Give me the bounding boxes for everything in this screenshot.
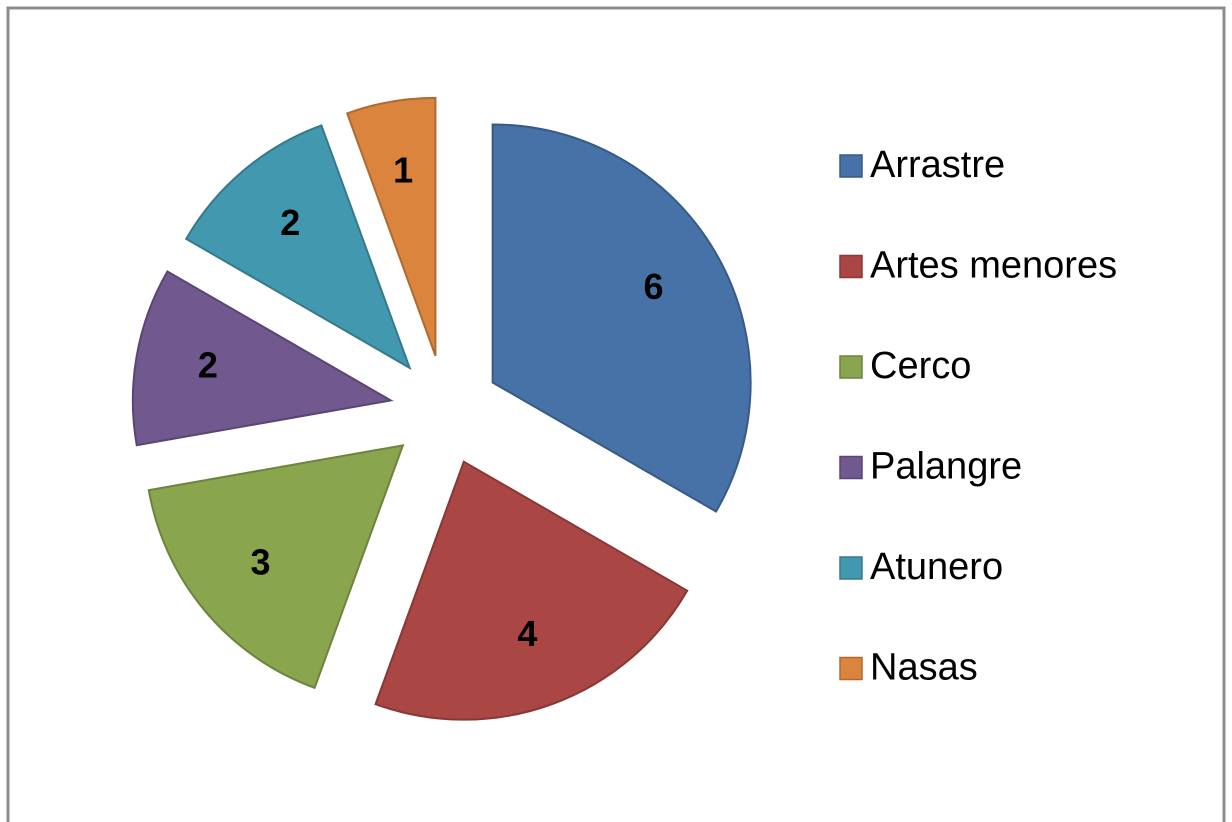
data-label: 1 — [393, 149, 413, 190]
pie-slice — [131, 270, 394, 447]
legend-swatch — [839, 455, 863, 480]
data-label: 2 — [280, 202, 300, 243]
data-label: 4 — [517, 613, 537, 654]
pie-slice — [345, 96, 437, 357]
legend-label: Atunero — [870, 546, 1003, 588]
legend-label: Arrastre — [870, 144, 1005, 186]
pie-slice — [374, 460, 689, 721]
legend-swatch — [839, 154, 863, 178]
legend-swatch — [839, 556, 863, 580]
legend-swatch — [839, 254, 863, 279]
pie-slice — [147, 444, 405, 690]
legend-label: Cerco — [870, 345, 971, 387]
data-label: 3 — [251, 541, 271, 582]
legend-swatch — [839, 656, 863, 681]
pie-slice — [491, 123, 752, 513]
data-label: 6 — [643, 266, 663, 307]
pie-slice — [184, 124, 412, 371]
legend-label: Palangre — [870, 446, 1022, 488]
data-label: 2 — [198, 345, 218, 386]
legend-swatch — [839, 355, 863, 379]
legend-label: Nasas — [870, 647, 978, 689]
legend-label: Artes menores — [870, 245, 1117, 287]
